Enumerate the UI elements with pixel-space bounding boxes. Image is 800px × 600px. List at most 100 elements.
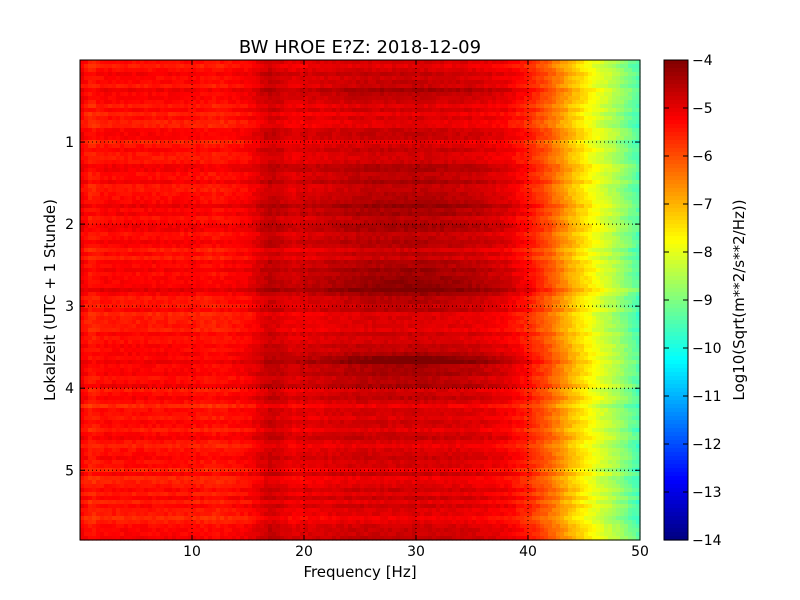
heatmap-cell xyxy=(596,136,601,141)
heatmap-cell xyxy=(396,168,401,173)
heatmap-cell xyxy=(568,164,573,169)
heatmap-cell xyxy=(276,120,281,125)
heatmap-cell xyxy=(292,132,297,137)
heatmap-cell xyxy=(156,200,161,205)
heatmap-cell xyxy=(440,96,445,101)
heatmap-cell xyxy=(600,96,605,101)
heatmap-cell xyxy=(416,144,421,149)
heatmap-cell xyxy=(172,148,177,153)
heatmap-cell xyxy=(368,88,373,93)
heatmap-cell xyxy=(272,192,277,197)
heatmap-cell xyxy=(428,192,433,197)
heatmap-cell xyxy=(324,92,329,97)
heatmap-cell xyxy=(252,112,257,117)
heatmap-cell xyxy=(156,108,161,113)
heatmap-cell xyxy=(628,188,633,193)
heatmap-cell xyxy=(308,152,313,157)
heatmap-cell xyxy=(292,164,297,169)
heatmap-cell xyxy=(156,88,161,93)
heatmap-cell xyxy=(596,148,601,153)
heatmap-cell xyxy=(280,72,285,77)
heatmap-cell xyxy=(184,80,189,85)
heatmap-cell xyxy=(424,144,429,149)
heatmap-cell xyxy=(220,120,225,125)
heatmap-cell xyxy=(436,80,441,85)
heatmap-cell xyxy=(460,104,465,109)
heatmap-cell xyxy=(528,136,533,141)
heatmap-cell xyxy=(324,64,329,69)
heatmap-cell xyxy=(584,68,589,73)
heatmap-cell xyxy=(332,88,337,93)
heatmap-cell xyxy=(612,128,617,133)
heatmap-cell xyxy=(320,168,325,173)
heatmap-cell xyxy=(212,148,217,153)
heatmap-cell xyxy=(240,100,245,105)
heatmap-cell xyxy=(448,112,453,117)
heatmap-cell xyxy=(544,108,549,113)
heatmap-cell xyxy=(148,164,153,169)
heatmap-cell xyxy=(196,160,201,165)
heatmap-cell xyxy=(140,100,145,105)
heatmap-cell xyxy=(340,136,345,141)
heatmap-cell xyxy=(204,136,209,141)
heatmap-cell xyxy=(532,188,537,193)
heatmap-cell xyxy=(484,176,489,181)
heatmap-cell xyxy=(380,172,385,177)
heatmap-cell xyxy=(568,168,573,173)
heatmap-cell xyxy=(144,72,149,77)
heatmap-cell xyxy=(380,128,385,133)
heatmap-cell xyxy=(280,192,285,197)
heatmap-cell xyxy=(432,68,437,73)
heatmap-cell xyxy=(240,192,245,197)
heatmap-cell xyxy=(500,60,505,65)
heatmap-cell xyxy=(368,72,373,77)
heatmap-cell xyxy=(432,116,437,121)
heatmap-cell xyxy=(564,128,569,133)
heatmap-cell xyxy=(416,176,421,181)
heatmap-cell xyxy=(512,176,517,181)
heatmap-cell xyxy=(144,160,149,165)
heatmap-cell xyxy=(92,160,97,165)
heatmap-cell xyxy=(184,144,189,149)
heatmap-cell xyxy=(384,124,389,129)
heatmap-cell xyxy=(264,152,269,157)
heatmap-cell xyxy=(128,76,133,81)
heatmap-cell xyxy=(556,96,561,101)
heatmap-cell xyxy=(360,164,365,169)
heatmap-cell xyxy=(628,96,633,101)
heatmap-cell xyxy=(516,192,521,197)
heatmap-cell xyxy=(340,152,345,157)
heatmap-cell xyxy=(596,72,601,77)
heatmap-cell xyxy=(88,120,93,125)
heatmap-cell xyxy=(612,68,617,73)
heatmap-cell xyxy=(320,160,325,165)
heatmap-cell xyxy=(516,112,521,117)
heatmap-cell xyxy=(420,176,425,181)
heatmap-cell xyxy=(416,172,421,177)
heatmap-cell xyxy=(532,76,537,81)
heatmap-cell xyxy=(144,144,149,149)
heatmap-cell xyxy=(400,176,405,181)
heatmap-cell xyxy=(544,176,549,181)
heatmap-cell xyxy=(572,124,577,129)
heatmap-cell xyxy=(344,172,349,177)
heatmap-cell xyxy=(112,68,117,73)
heatmap-cell xyxy=(248,120,253,125)
heatmap-cell xyxy=(376,160,381,165)
heatmap-cell xyxy=(440,92,445,97)
heatmap-cell xyxy=(496,180,501,185)
heatmap-cell xyxy=(476,132,481,137)
heatmap-cell xyxy=(288,180,293,185)
heatmap-cell xyxy=(240,184,245,189)
heatmap-cell xyxy=(276,144,281,149)
heatmap-cell xyxy=(448,120,453,125)
heatmap-cell xyxy=(364,96,369,101)
heatmap-cell xyxy=(528,156,533,161)
heatmap-cell xyxy=(140,116,145,121)
heatmap-cell xyxy=(360,92,365,97)
heatmap-cell xyxy=(112,144,117,149)
heatmap-cell xyxy=(284,132,289,137)
heatmap-cell xyxy=(572,168,577,173)
heatmap-cell xyxy=(208,192,213,197)
heatmap-cell xyxy=(480,120,485,125)
